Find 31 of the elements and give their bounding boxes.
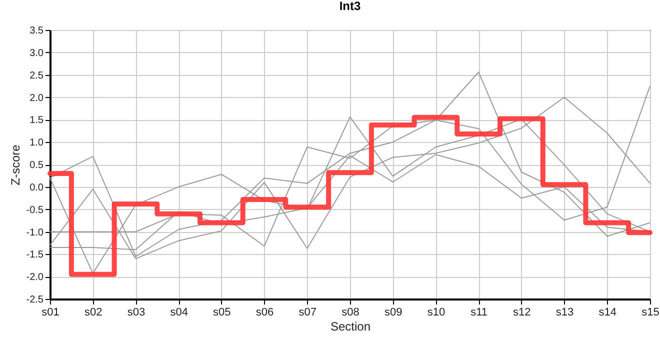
y-tick-label: 0.5 <box>30 160 44 171</box>
y-tick-label: 1.5 <box>30 115 44 126</box>
y-axis-title: Z-score <box>8 144 22 186</box>
y-tick-label: -2.0 <box>26 272 44 284</box>
y-tick-label: -1.5 <box>26 250 44 261</box>
x-tick-label: s09 <box>384 306 402 318</box>
x-axis-title: Section <box>330 320 371 334</box>
x-tick-label: s03 <box>127 306 146 318</box>
x-tick-label: s13 <box>556 306 574 318</box>
y-tick-label: -1.0 <box>26 227 44 238</box>
y-tick-label: 1.0 <box>30 138 44 149</box>
y-tick-label: 2.0 <box>30 92 44 104</box>
x-tick-label: s02 <box>84 306 102 318</box>
y-tick-label: -2.5 <box>26 294 44 306</box>
y-tick-label: 3.0 <box>30 48 44 59</box>
y-tick-label: -0.5 <box>26 204 44 216</box>
y-tick-label: 0.0 <box>30 182 44 194</box>
y-tick-label: 3.5 <box>30 26 44 36</box>
x-tick-label: s08 <box>342 306 360 318</box>
x-tick-label: s04 <box>170 306 188 318</box>
x-tick-label: s06 <box>256 306 274 318</box>
x-tick-label: s01 <box>42 306 60 318</box>
x-tick-label: s12 <box>513 306 531 318</box>
x-tick-label: s15 <box>642 306 660 318</box>
x-tick-label: s11 <box>470 306 488 318</box>
x-tick-label: s14 <box>598 306 617 318</box>
chart-title: Int3 <box>339 0 361 13</box>
x-tick-label: s10 <box>427 306 446 318</box>
y-tick-label: 2.5 <box>30 70 44 82</box>
x-tick-label: s07 <box>298 306 317 318</box>
x-tick-label: s05 <box>213 306 231 318</box>
